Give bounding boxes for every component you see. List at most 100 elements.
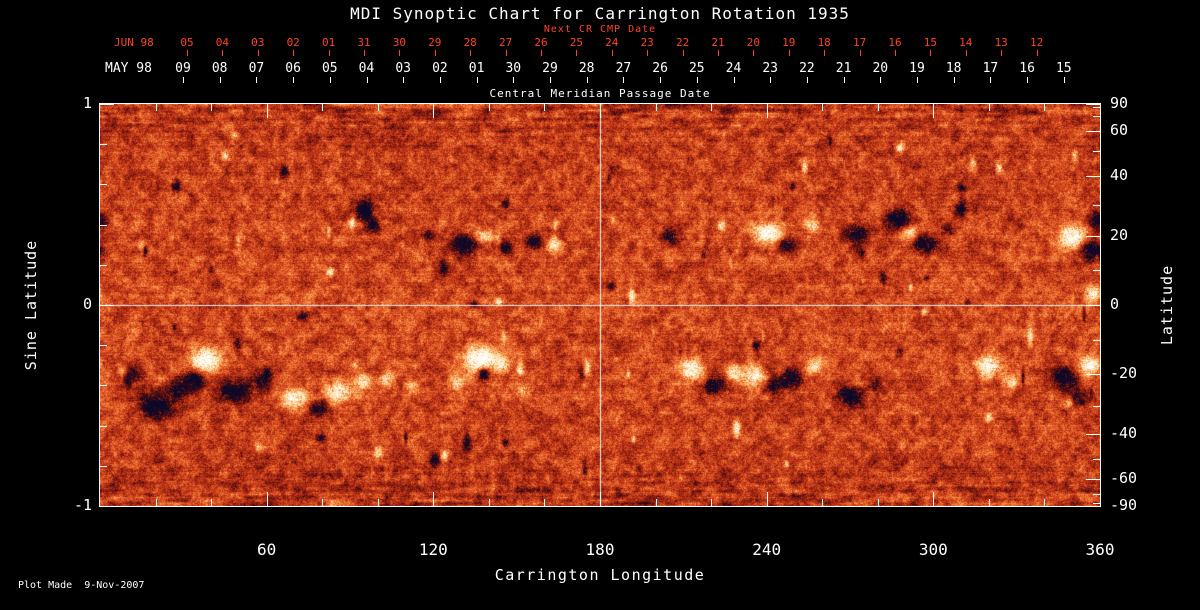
date-label-cmp: 17 bbox=[982, 61, 999, 76]
left-minor-tick bbox=[100, 144, 107, 146]
month-label-cmp: MAY 98 bbox=[105, 61, 152, 76]
x-minor-tick bbox=[877, 499, 879, 506]
date-tick-next-cr bbox=[753, 50, 755, 56]
date-tick-next-cr bbox=[328, 50, 330, 56]
date-tick-cmp bbox=[660, 77, 662, 83]
x-minor-tick-top bbox=[488, 104, 490, 111]
date-label-next-cr: 20 bbox=[746, 36, 761, 49]
left-major-tick bbox=[100, 506, 114, 507]
x-minor-tick bbox=[322, 499, 324, 506]
x-minor-tick-top bbox=[322, 104, 324, 111]
date-label-next-cr: 04 bbox=[215, 36, 230, 49]
x-major-tick bbox=[766, 492, 768, 506]
date-tick-next-cr bbox=[859, 50, 861, 56]
x-major-tick-top bbox=[433, 104, 435, 118]
right-major-tick bbox=[1086, 305, 1100, 306]
right-minor-tick bbox=[1093, 151, 1100, 153]
date-tick-cmp bbox=[733, 77, 735, 83]
right-minor-tick bbox=[1093, 405, 1100, 407]
right-minor-tick bbox=[1093, 116, 1100, 118]
x-minor-tick bbox=[655, 499, 657, 506]
right-tick-label: 20 bbox=[1110, 226, 1129, 245]
x-minor-tick bbox=[377, 499, 379, 506]
right-tick-label: 90 bbox=[1110, 94, 1129, 113]
date-tick-next-cr bbox=[434, 50, 436, 56]
date-label-next-cr: 03 bbox=[251, 36, 265, 49]
right-major-tick bbox=[1086, 479, 1100, 481]
date-label-cmp: 22 bbox=[799, 61, 815, 76]
date-tick-next-cr bbox=[576, 50, 578, 56]
right-minor-tick bbox=[1093, 204, 1100, 206]
date-tick-next-cr bbox=[647, 50, 649, 56]
date-tick-next-cr bbox=[965, 50, 967, 56]
right-major-tick bbox=[1086, 434, 1100, 436]
date-label-next-cr: 16 bbox=[888, 36, 902, 49]
x-minor-tick bbox=[822, 499, 824, 506]
date-tick-cmp bbox=[990, 77, 992, 83]
date-label-cmp: 07 bbox=[248, 61, 265, 76]
date-tick-cmp bbox=[219, 77, 221, 83]
date-label-next-cr: 30 bbox=[392, 36, 407, 49]
date-label-next-cr: 19 bbox=[782, 36, 796, 49]
date-label-cmp: 25 bbox=[688, 61, 705, 76]
x-minor-tick bbox=[211, 499, 213, 506]
right-major-tick bbox=[1086, 130, 1100, 132]
date-label-cmp: 24 bbox=[725, 61, 742, 76]
date-label-cmp: 08 bbox=[211, 61, 228, 76]
date-tick-next-cr bbox=[187, 50, 188, 56]
x-tick-label: 120 bbox=[418, 540, 448, 559]
date-label-cmp: 05 bbox=[321, 61, 338, 76]
date-label-cmp: 04 bbox=[358, 61, 375, 76]
date-label-cmp: 20 bbox=[872, 61, 889, 76]
x-tick-label: 240 bbox=[752, 540, 782, 559]
date-tick-next-cr bbox=[930, 50, 932, 56]
date-tick-next-cr bbox=[293, 50, 295, 56]
date-tick-next-cr bbox=[399, 50, 401, 56]
x-minor-tick-top bbox=[877, 104, 879, 111]
right-major-tick bbox=[1086, 175, 1100, 177]
date-tick-cmp bbox=[439, 77, 441, 83]
right-minor-tick bbox=[1093, 107, 1100, 109]
right-major-tick bbox=[1086, 104, 1100, 105]
date-tick-cmp bbox=[183, 77, 184, 83]
date-label-next-cr: 17 bbox=[852, 36, 867, 49]
date-tick-next-cr bbox=[257, 50, 259, 56]
date-label-cmp: 26 bbox=[652, 61, 668, 76]
date-tick-cmp bbox=[403, 77, 405, 83]
right-major-tick bbox=[1086, 506, 1100, 507]
plot-frame bbox=[99, 103, 1101, 507]
date-tick-cmp bbox=[366, 77, 368, 83]
x-minor-tick bbox=[155, 499, 157, 506]
x-minor-tick bbox=[711, 499, 713, 506]
x-minor-tick-top bbox=[822, 104, 824, 111]
date-tick-cmp bbox=[476, 77, 478, 83]
x-minor-tick bbox=[1044, 499, 1046, 506]
right-minor-tick bbox=[1093, 493, 1100, 495]
right-minor-tick bbox=[1093, 502, 1100, 504]
date-label-cmp: 29 bbox=[542, 61, 558, 76]
x-tick-label: 300 bbox=[918, 540, 948, 559]
x-major-tick-top bbox=[1100, 104, 1101, 118]
left-minor-tick bbox=[100, 425, 107, 427]
y-axis-right-title: Latitude bbox=[1158, 264, 1176, 346]
date-label-cmp: 21 bbox=[835, 61, 852, 76]
date-tick-next-cr bbox=[470, 50, 472, 56]
y-axis-left-title: Sine Latitude bbox=[22, 239, 40, 371]
date-label-cmp: 06 bbox=[285, 61, 301, 76]
x-minor-tick-top bbox=[711, 104, 713, 111]
date-label-next-cr: 14 bbox=[959, 36, 973, 49]
left-major-tick bbox=[100, 104, 114, 105]
date-tick-cmp bbox=[1063, 77, 1065, 83]
x-axis-title: Carrington Longitude bbox=[494, 566, 706, 584]
x-major-tick bbox=[600, 492, 601, 506]
date-tick-cmp bbox=[806, 77, 808, 83]
x-major-tick-top bbox=[933, 104, 935, 118]
x-minor-tick-top bbox=[988, 104, 990, 111]
date-tick-cmp bbox=[513, 77, 515, 83]
x-minor-tick-top bbox=[377, 104, 379, 111]
date-label-cmp: 23 bbox=[762, 61, 779, 76]
right-tick-label: 0 bbox=[1110, 295, 1120, 314]
left-minor-tick bbox=[100, 385, 107, 387]
x-minor-tick bbox=[544, 499, 546, 506]
